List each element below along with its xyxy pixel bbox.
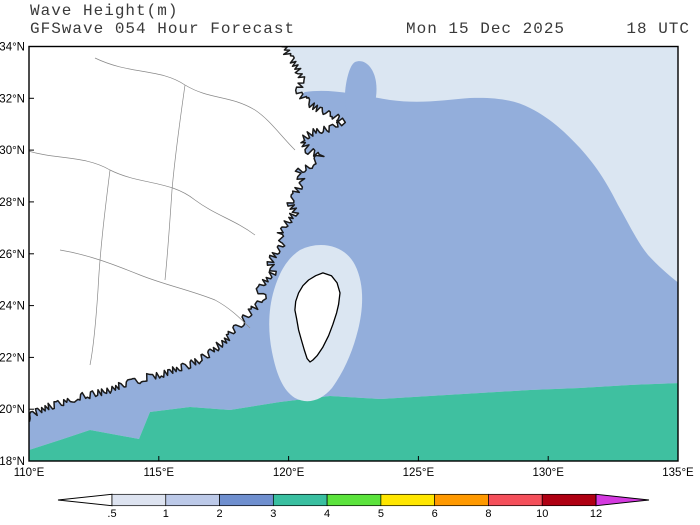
svg-text:115°E: 115°E [143, 467, 174, 479]
svg-text:24°N: 24°N [0, 301, 25, 313]
svg-text:3: 3 [270, 508, 276, 520]
svg-text:6: 6 [432, 508, 438, 520]
svg-text:12: 12 [590, 508, 602, 520]
svg-text:1: 1 [163, 508, 169, 520]
svg-text:20°N: 20°N [0, 404, 25, 416]
svg-text:8: 8 [485, 508, 491, 520]
svg-text:.5: .5 [107, 508, 116, 520]
svg-text:125°E: 125°E [403, 467, 435, 479]
svg-text:22°N: 22°N [0, 352, 25, 364]
svg-text:2: 2 [216, 508, 222, 520]
svg-text:135°E: 135°E [662, 467, 694, 479]
svg-text:34°N: 34°N [0, 42, 25, 54]
svg-text:32°N: 32°N [0, 93, 25, 105]
svg-text:26°N: 26°N [0, 249, 25, 261]
svg-text:110°E: 110°E [14, 467, 45, 479]
svg-text:30°N: 30°N [0, 145, 25, 157]
svg-text:5: 5 [378, 508, 384, 520]
svg-text:130°E: 130°E [532, 467, 564, 479]
svg-text:10: 10 [536, 508, 548, 520]
svg-text:120°E: 120°E [273, 467, 305, 479]
svg-text:4: 4 [324, 508, 330, 520]
svg-text:28°N: 28°N [0, 197, 25, 209]
